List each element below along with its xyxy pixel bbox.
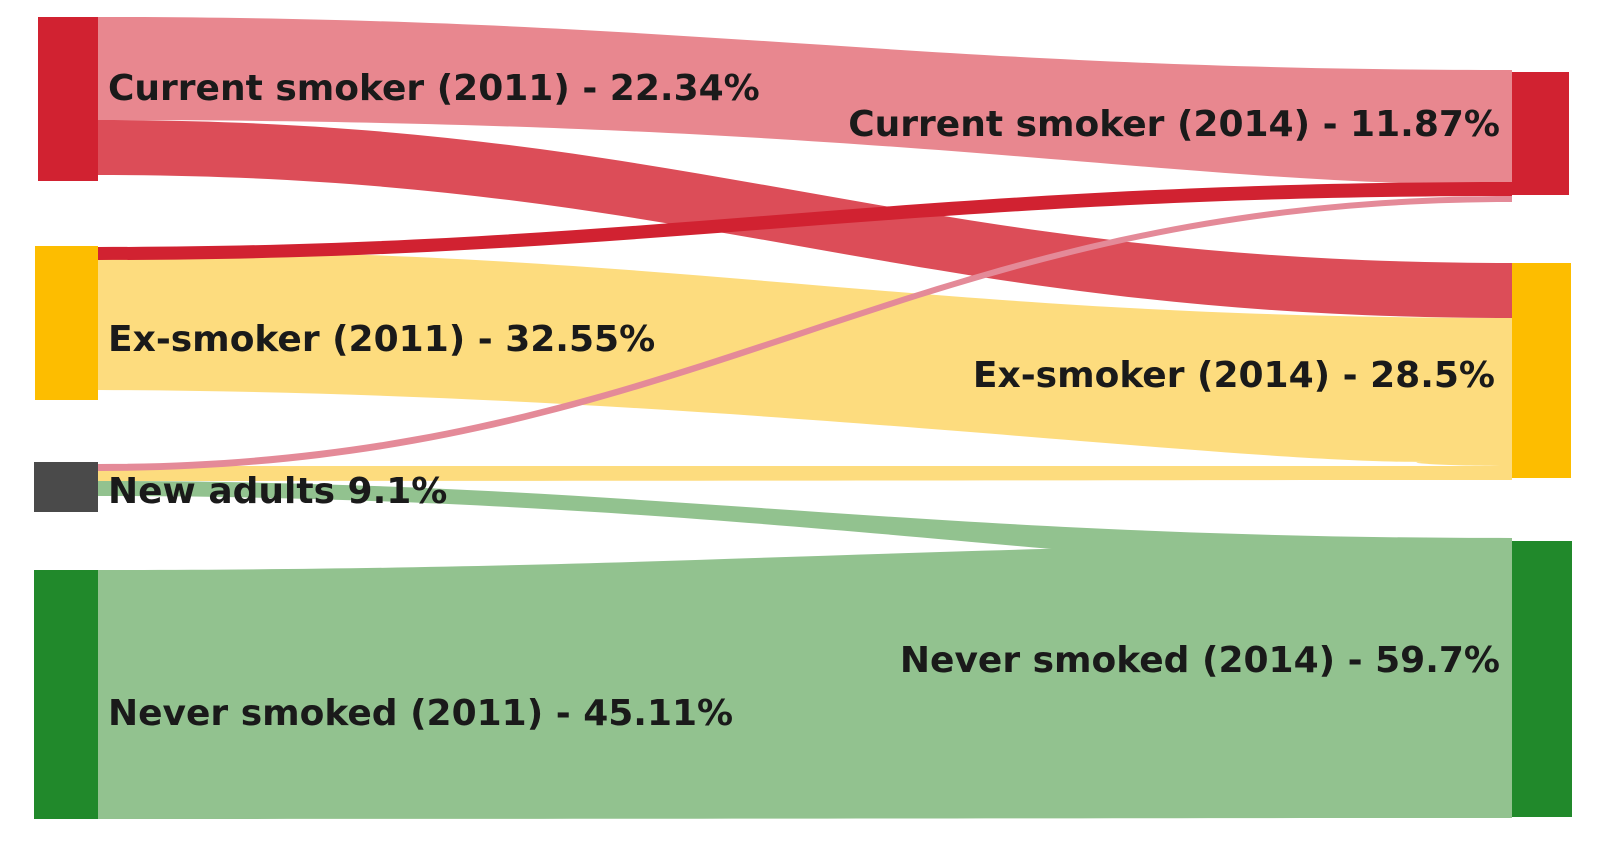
node-ex-2011 <box>35 246 98 400</box>
flow-never-2011-to-never-2014 <box>98 543 1512 819</box>
node-current-2014 <box>1512 72 1569 195</box>
nodes <box>34 17 1572 819</box>
flow-new-adults-to-ex-2014 <box>98 466 1512 481</box>
node-current-2011 <box>38 17 98 181</box>
node-never-2014 <box>1512 541 1572 817</box>
label-never-2011: Never smoked (2011) - 45.11% <box>108 693 733 734</box>
labels: Current smoker (2011) - 22.34% Ex-smoker… <box>108 68 1500 734</box>
label-ex-2014: Ex-smoker (2014) - 28.5% <box>973 355 1495 396</box>
label-current-2011: Current smoker (2011) - 22.34% <box>108 68 760 109</box>
label-new-adults: New adults 9.1% <box>108 471 447 512</box>
label-current-2014: Current smoker (2014) - 11.87% <box>848 104 1500 145</box>
flow-new-adults-to-current-2014 <box>98 196 1512 471</box>
flow-ex-2011-to-ex-2014 <box>98 250 1512 466</box>
flow-ex-2011-to-current-2014 <box>98 182 1512 260</box>
node-ex-2014 <box>1512 263 1571 478</box>
label-ex-2011: Ex-smoker (2011) - 32.55% <box>108 319 655 360</box>
node-never-2011 <box>34 570 98 819</box>
node-new-adults <box>34 462 98 512</box>
flows <box>98 17 1512 819</box>
label-never-2014: Never smoked (2014) - 59.7% <box>900 640 1500 681</box>
flow-current-2011-to-current-2014 <box>98 17 1512 185</box>
flow-new-adults-to-never-2014 <box>98 481 1512 568</box>
